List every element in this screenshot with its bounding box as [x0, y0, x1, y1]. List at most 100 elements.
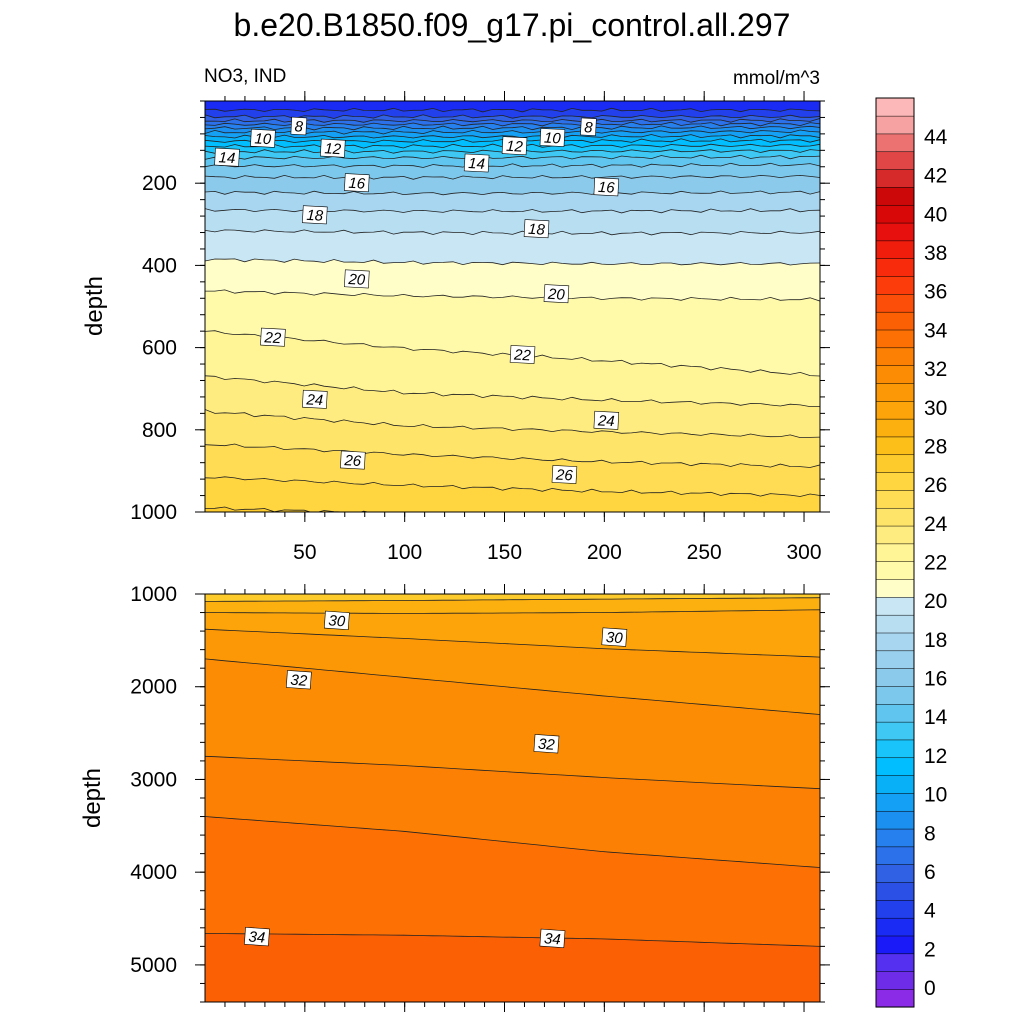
upper-contour-label: 14 [463, 153, 490, 173]
upper-contour-band [205, 409, 820, 468]
upper-contour-panel: 8 10 12 14 16 18 20 22 24 26 8 10 12 14 16 18 20 22 24 26 2… [81, 91, 830, 564]
colorbar-swatch [875, 418, 915, 438]
figure-title: b.e20.B1850.f09_g17.pi_control.all.297 [234, 7, 791, 43]
colorbar-label: 30 [924, 397, 947, 420]
upper-contour-label: 8 [580, 117, 597, 137]
lower-contour-band [205, 933, 820, 1002]
svg-text:18: 18 [306, 207, 324, 225]
colorbar-label: 16 [924, 668, 947, 691]
colorbar-label: 42 [924, 165, 947, 188]
svg-text:20: 20 [347, 271, 366, 289]
svg-text:26: 26 [343, 452, 362, 470]
colorbar-swatch [875, 382, 915, 402]
upper-contour-label: 12 [320, 138, 346, 158]
colorbar-swatch [875, 988, 915, 1008]
svg-text:10: 10 [544, 130, 562, 148]
colorbar-swatch [875, 240, 915, 259]
lower-contour-label: 34 [244, 926, 270, 947]
svg-text:16: 16 [597, 179, 615, 197]
colorbar-label: 6 [924, 861, 936, 884]
upper-contour-label: 22 [260, 327, 286, 347]
colorbar-label: 20 [924, 590, 947, 613]
svg-text:24: 24 [596, 412, 615, 430]
colorbar-swatch [875, 543, 915, 562]
colorbar-swatch [875, 846, 915, 865]
svg-text:26: 26 [555, 467, 574, 485]
colorbar-swatch [875, 311, 915, 331]
colorbar-swatch [875, 525, 915, 545]
colorbar-swatch [875, 115, 915, 135]
upper-contour-line [205, 506, 405, 512]
colorbar-swatch [875, 489, 915, 509]
lower-contour-label: 32 [285, 670, 312, 690]
colorbar-label: 4 [924, 900, 936, 923]
upper-contour-line [205, 114, 820, 119]
colorbar-swatch [875, 133, 915, 153]
colorbar-swatch [875, 757, 915, 776]
svg-text:14: 14 [468, 155, 486, 173]
svg-text:8: 8 [294, 118, 304, 135]
colorbar-swatch [875, 222, 915, 242]
colorbar-swatch [875, 899, 915, 919]
upper-contour-label: 10 [250, 128, 276, 148]
upper-contour-line [205, 125, 820, 131]
svg-text:16: 16 [348, 175, 366, 193]
colorbar-swatch [875, 828, 915, 848]
upper-contour-label: 12 [501, 136, 528, 156]
colorbar-label: 44 [924, 126, 948, 149]
upper-contour-line [205, 162, 820, 169]
colorbar-label: 0 [924, 977, 936, 1000]
colorbar-swatch [875, 329, 915, 349]
upper-contour-line [205, 229, 820, 236]
colorbar-swatch [875, 650, 915, 669]
lower-contour-line [205, 628, 820, 658]
upper-contour-band [205, 258, 820, 302]
upper-contour-band [205, 118, 820, 126]
colorbar-label: 18 [924, 629, 947, 652]
upper-contour-line [205, 129, 820, 135]
colorbar-swatch [875, 632, 915, 652]
lower-contour-line [205, 933, 820, 947]
xtick-label: 100 [387, 541, 422, 564]
variable-region-label: NO3, IND [204, 66, 286, 87]
colorbar-swatch [875, 792, 915, 812]
lower-contour-band [205, 756, 820, 868]
colorbar-swatch [875, 436, 915, 456]
upper-contour-band [205, 289, 820, 376]
colorbar-swatch [875, 561, 915, 580]
colorbar-swatch [875, 810, 915, 830]
upper-ytick-label: 200 [142, 172, 177, 195]
lower-contour-line [205, 597, 820, 602]
colorbar-swatch [875, 97, 915, 117]
colorbar-swatch [875, 186, 915, 206]
svg-text:34: 34 [543, 930, 561, 948]
lower-contour-label: 30 [601, 627, 628, 647]
lower-contour-band [205, 609, 820, 658]
upper-contour-line [205, 107, 820, 113]
upper-ytick-label: 600 [142, 337, 177, 360]
upper-contour-band [205, 476, 820, 512]
colorbar-swatch [875, 668, 915, 687]
colorbar-label: 10 [924, 784, 947, 807]
upper-contour-label: 24 [302, 389, 328, 409]
upper-contour-line [205, 121, 820, 127]
upper-contour-label: 24 [593, 410, 620, 430]
lower-ytick-label: 5000 [130, 954, 177, 977]
colorbar-swatch [875, 917, 915, 937]
colorbar-swatch [875, 721, 915, 741]
svg-text:22: 22 [263, 329, 282, 347]
svg-text:14: 14 [218, 149, 236, 167]
colorbar-swatch [875, 347, 915, 366]
colorbar-swatch [875, 507, 915, 527]
lower-contour-band [205, 658, 820, 789]
upper-contour-line [205, 375, 820, 408]
lower-contour-panel: 30 30 32 32 34 34 1000 2000 3000 4000 5000 depth [79, 583, 830, 1012]
colorbar-swatch [875, 935, 915, 955]
svg-text:12: 12 [324, 140, 342, 158]
svg-text:20: 20 [547, 286, 566, 304]
upper-contour-label: 20 [543, 284, 570, 304]
colorbar-swatch [875, 685, 915, 705]
upper-contour-line [205, 134, 820, 139]
colorbar-label: 14 [924, 706, 948, 729]
